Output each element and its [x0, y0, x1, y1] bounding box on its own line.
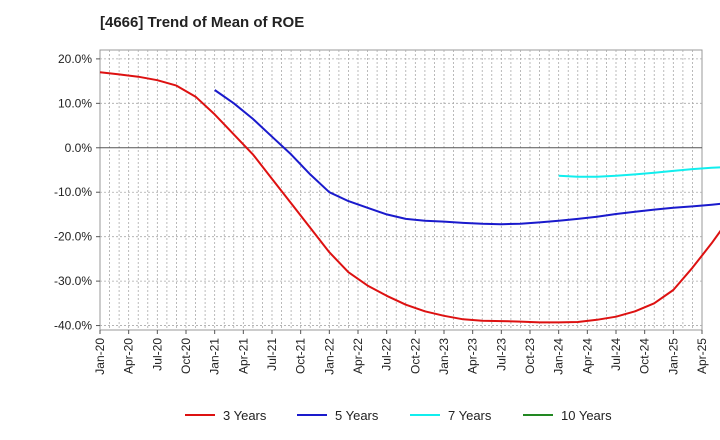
legend-label-3: 7 Years — [448, 408, 492, 423]
x-tick-label: Oct-21 — [294, 338, 308, 374]
y-tick-label: 0.0% — [65, 141, 93, 155]
plot-area — [99, 49, 703, 331]
x-tick-label: Apr-21 — [236, 338, 250, 374]
x-tick-label: Jan-22 — [322, 338, 336, 375]
y-tick-label: -40.0% — [54, 319, 92, 333]
x-tick-label: Jan-21 — [208, 338, 222, 375]
legend-label-1: 3 Years — [223, 408, 267, 423]
x-tick-label: Jan-20 — [93, 338, 107, 375]
x-tick-label: Jul-23 — [494, 338, 508, 371]
legend-label-2: 5 Years — [335, 408, 379, 423]
y-tick-label: -10.0% — [54, 185, 92, 199]
chart-title: [4666] Trend of Mean of ROE — [100, 14, 305, 31]
x-tick-label: Jan-23 — [437, 338, 451, 375]
series-line-2 — [214, 89, 720, 226]
x-tick-label: Jul-24 — [609, 338, 623, 371]
x-tick-label: Oct-23 — [523, 338, 537, 374]
x-tick-label: Jan-25 — [666, 338, 680, 375]
x-tick-label: Jul-22 — [380, 338, 394, 371]
series-line-3 — [558, 166, 720, 178]
x-tick-label: Apr-23 — [466, 338, 480, 374]
x-tick-label: Oct-24 — [638, 338, 652, 374]
x-tick-label: Oct-22 — [408, 338, 422, 374]
x-tick-label: Jul-21 — [265, 338, 279, 371]
x-tick-label: Oct-20 — [179, 338, 193, 374]
x-tick-label: Jul-20 — [150, 338, 164, 371]
series-line-1 — [99, 71, 720, 324]
x-tick-label: Jan-24 — [552, 338, 566, 375]
x-tick-label: Apr-22 — [351, 338, 365, 374]
y-tick-label: 20.0% — [58, 52, 92, 66]
x-tick-label: Apr-20 — [122, 338, 136, 374]
y-tick-label: -20.0% — [54, 230, 92, 244]
x-tick-label: Apr-25 — [695, 338, 709, 374]
legend-label-4: 10 Years — [561, 408, 612, 423]
x-tick-label: Apr-24 — [580, 338, 594, 374]
y-tick-label: 10.0% — [58, 96, 92, 110]
y-tick-label: -30.0% — [54, 274, 92, 288]
